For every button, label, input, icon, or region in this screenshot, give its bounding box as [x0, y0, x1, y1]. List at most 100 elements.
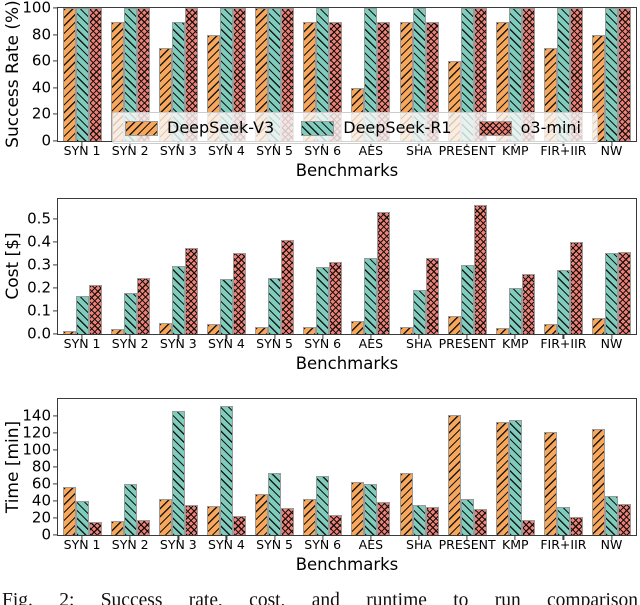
- x-tick-label: AES: [358, 336, 384, 351]
- bar-o3-mini-SYN 2: [136, 277, 150, 334]
- x-axis-label-benchmarks-3: Benchmarks: [295, 555, 399, 574]
- x-tick-label: KMP: [502, 336, 529, 351]
- x-tick-mark: [514, 535, 516, 540]
- bar-DeepSeek-R1-SYN 5: [268, 8, 282, 141]
- bar-o3-mini-SYN 1: [88, 8, 102, 141]
- bar-o3-mini-FIR+IIR: [569, 517, 583, 535]
- y-tick-mark: [53, 263, 58, 266]
- y-axis-label-cost: Cost [$]: [3, 232, 23, 300]
- bar-DeepSeek-V3-SYN 2: [110, 21, 124, 141]
- bar-DeepSeek-V3-PRESENT: [447, 315, 461, 334]
- bar-DeepSeek-V3-SYN 6: [303, 327, 317, 334]
- x-tick-mark: [418, 535, 420, 540]
- bar-o3-mini-KMP: [521, 274, 535, 334]
- x-tick-mark: [177, 334, 179, 339]
- bar-DeepSeek-R1-SYN 6: [316, 8, 330, 141]
- x-tick-mark: [562, 334, 564, 339]
- bar-o3-mini-NW: [618, 503, 632, 535]
- bar-DeepSeek-R1-FIR+IIR: [556, 8, 570, 141]
- bar-o3-mini-AES: [377, 501, 391, 535]
- bar-o3-mini-SYN 6: [329, 514, 343, 535]
- x-tick-label: SYN 3: [159, 336, 197, 351]
- x-tick-label: PRESENT: [438, 143, 496, 158]
- bar-o3-mini-FIR+IIR: [569, 241, 583, 334]
- x-tick-label: SYN 2: [111, 336, 149, 351]
- bar-o3-mini-SYN 3: [184, 504, 198, 535]
- x-tick-mark: [129, 535, 131, 540]
- x-tick-mark: [225, 535, 228, 540]
- bar-DeepSeek-V3-SHA: [399, 473, 413, 535]
- y-tick-mark: [53, 86, 58, 89]
- bar-o3-mini-PRESENT: [473, 508, 487, 535]
- success-rate-plot-area: 0 20 40 60 80 100 SYN 1 SYN 2 SYN 3 SYN 4 SYN 5 SYN…: [22, 0, 637, 157]
- x-tick-label: SYN 6: [304, 537, 342, 552]
- y-tick-label: 120: [22, 423, 51, 442]
- x-tick-label: SYN 5: [256, 143, 294, 158]
- x-axis-label-benchmarks-1: Benchmarks: [295, 161, 399, 180]
- bar-DeepSeek-V3-SYN 5: [255, 494, 269, 535]
- bar-DeepSeek-R1-SYN 6: [316, 267, 330, 334]
- x-tick-mark: [610, 535, 613, 540]
- y-tick-mark: [53, 333, 58, 335]
- bar-o3-mini-AES: [377, 212, 391, 334]
- bar-o3-mini-SYN 2: [136, 8, 150, 141]
- x-tick-mark: [610, 334, 613, 339]
- bar-DeepSeek-R1-KMP: [508, 419, 522, 535]
- bar-DeepSeek-R1-KMP: [508, 8, 522, 141]
- bar-DeepSeek-R1-SYN 2: [123, 292, 137, 334]
- bar-DeepSeek-V3-SYN 4: [206, 323, 220, 334]
- x-tick-label: SYN 1: [63, 143, 101, 158]
- bar-DeepSeek-R1-NW: [605, 8, 619, 141]
- y-tick-mark: [53, 517, 58, 519]
- bar-o3-mini-NW: [618, 8, 632, 141]
- y-axis-label-time: Time [min]: [3, 420, 23, 514]
- bar-o3-mini-AES: [377, 21, 391, 141]
- y-tick-label: 100: [22, 440, 51, 459]
- x-tick-mark: [610, 141, 613, 146]
- bar-DeepSeek-R1-SYN 2: [123, 484, 137, 535]
- y-axis-label-success-rate: Success Rate (%): [3, 0, 23, 148]
- x-tick-mark: [322, 334, 324, 339]
- bar-DeepSeek-V3-SYN 6: [303, 21, 317, 141]
- bar-DeepSeek-R1-SYN 4: [219, 406, 233, 535]
- bar-DeepSeek-V3-KMP: [495, 328, 509, 334]
- x-tick-label: SHA: [406, 537, 432, 552]
- bar-o3-mini-SYN 3: [184, 8, 198, 141]
- y-tick-label: 0: [41, 525, 51, 544]
- bar-o3-mini-PRESENT: [473, 205, 487, 334]
- x-tick-label: AES: [358, 537, 384, 552]
- time-chart: Time [min] 0 20 40 60 80 100 120 140 SYN 1 SYN 2 S…: [0, 398, 640, 583]
- bar-o3-mini-FIR+IIR: [569, 8, 583, 141]
- bar-DeepSeek-R1-NW: [605, 253, 619, 334]
- legend-entry-deepseek-r1: DeepSeek-R1: [301, 120, 452, 136]
- bar-DeepSeek-V3-SYN 5: [255, 8, 269, 141]
- y-tick-mark: [53, 534, 58, 536]
- y-tick-label: 40: [31, 491, 51, 510]
- bar-o3-mini-SYN 5: [281, 239, 295, 334]
- bar-DeepSeek-V3-SYN 4: [206, 506, 220, 535]
- figure-caption: Fig. 2: Success rate, cost, and runtime …: [2, 590, 638, 605]
- deepseek-v3-swatch-icon: [125, 120, 158, 136]
- bar-o3-mini-SYN 4: [232, 8, 246, 141]
- x-tick-label: SYN 6: [304, 336, 342, 351]
- bar-DeepSeek-R1-SYN 3: [171, 266, 185, 334]
- x-tick-mark: [274, 334, 276, 339]
- y-tick-label: 100: [22, 0, 51, 17]
- x-tick-mark: [81, 535, 83, 540]
- legend-entry-o3-mini: o3-mini: [478, 120, 581, 136]
- bar-DeepSeek-V3-SYN 6: [303, 498, 317, 535]
- y-tick-label: 0: [41, 131, 51, 150]
- bar-o3-mini-KMP: [521, 8, 535, 141]
- y-tick-label: 140: [22, 406, 51, 425]
- x-tick-label: SYN 5: [256, 336, 294, 351]
- x-tick-label: SHA: [406, 143, 432, 158]
- x-tick-mark: [514, 334, 516, 339]
- bar-DeepSeek-R1-SYN 1: [75, 8, 89, 141]
- y-tick-mark: [53, 309, 58, 312]
- bar-o3-mini-KMP: [521, 519, 535, 535]
- y-tick-label: 20: [31, 104, 51, 123]
- bar-o3-mini-SYN 6: [329, 21, 343, 141]
- bar-o3-mini-PRESENT: [473, 8, 487, 141]
- bar-o3-mini-SYN 4: [232, 515, 246, 535]
